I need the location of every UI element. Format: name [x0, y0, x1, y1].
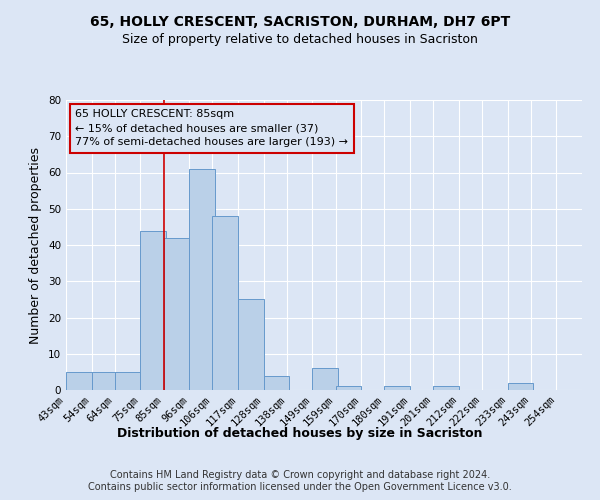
Bar: [313, 368, 338, 390]
Bar: [433, 386, 459, 390]
Text: Contains public sector information licensed under the Open Government Licence v3: Contains public sector information licen…: [88, 482, 512, 492]
Text: Distribution of detached houses by size in Sacriston: Distribution of detached houses by size …: [117, 428, 483, 440]
Text: Size of property relative to detached houses in Sacriston: Size of property relative to detached ho…: [122, 32, 478, 46]
Y-axis label: Number of detached properties: Number of detached properties: [29, 146, 43, 344]
Bar: [335, 386, 361, 390]
Bar: [164, 238, 189, 390]
Bar: [238, 300, 263, 390]
Text: 65, HOLLY CRESCENT, SACRISTON, DURHAM, DH7 6PT: 65, HOLLY CRESCENT, SACRISTON, DURHAM, D…: [90, 15, 510, 29]
Bar: [212, 216, 238, 390]
Bar: [263, 376, 289, 390]
Bar: [92, 372, 117, 390]
Text: Contains HM Land Registry data © Crown copyright and database right 2024.: Contains HM Land Registry data © Crown c…: [110, 470, 490, 480]
Text: 65 HOLLY CRESCENT: 85sqm
← 15% of detached houses are smaller (37)
77% of semi-d: 65 HOLLY CRESCENT: 85sqm ← 15% of detach…: [75, 109, 348, 147]
Bar: [140, 230, 166, 390]
Bar: [115, 372, 140, 390]
Bar: [189, 169, 215, 390]
Bar: [385, 386, 410, 390]
Bar: [508, 383, 533, 390]
Bar: [66, 372, 92, 390]
